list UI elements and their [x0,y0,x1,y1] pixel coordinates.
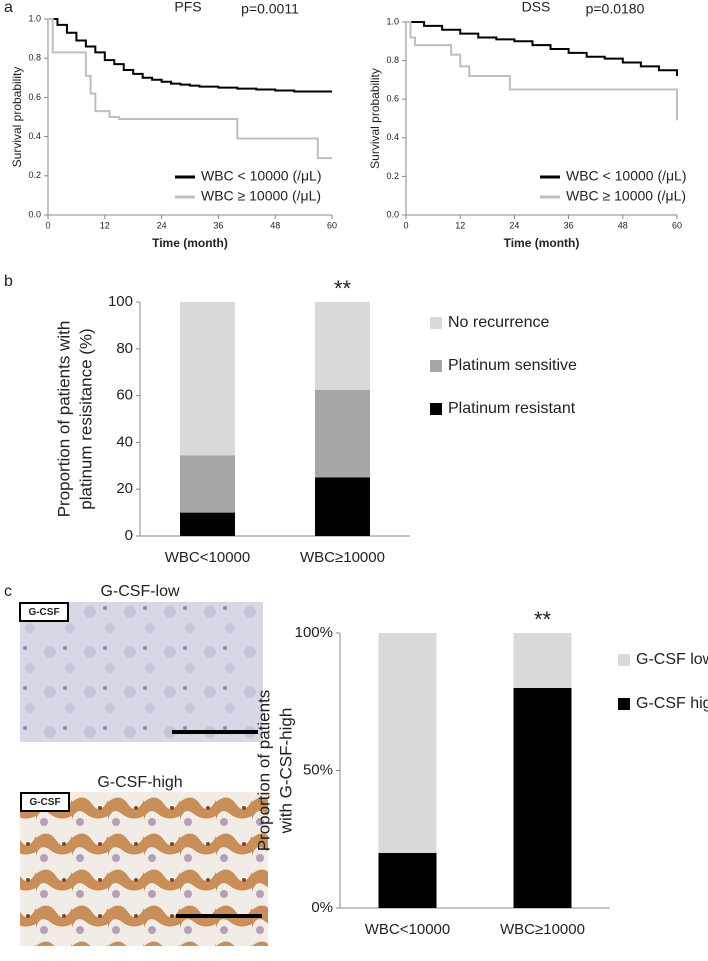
y-tick-label: 20 [116,480,133,497]
y-tick-label: 0.4 [386,132,399,142]
y-tick-label: 50% [303,761,333,778]
micrograph [20,602,263,742]
image-tag: G-CSF [29,797,60,808]
y-tick-label: 0 [125,527,133,544]
y-tick-label: 1.0 [28,13,41,23]
x-tick-label: 60 [327,220,337,230]
p-value: p=0.0180 [586,1,645,17]
legend-swatch [430,403,442,415]
bar-segment [180,512,235,536]
y-axis-label: with G-CSF-high [276,708,295,835]
legend-label: Platinum resistant [448,400,576,417]
x-tick-label: 36 [213,220,223,230]
y-tick-label: 100% [295,624,333,641]
legend-swatch [618,654,630,666]
y-tick-label: 0.0 [28,209,41,219]
y-tick-label: 0.6 [386,94,399,104]
y-tick-label: 0.8 [28,53,41,63]
survival-curve [406,21,678,121]
x-tick-label: WBC<10000 [365,921,450,938]
y-axis-label: Survival probability [10,67,24,168]
p-value: p=0.0011 [241,1,299,17]
panel-letter: b [4,273,13,290]
legend-label: No recurrence [448,314,549,331]
legend-label: WBC < 10000 (/μL) [566,168,687,184]
bar-segment [315,302,370,390]
legend-swatch [430,360,442,372]
x-tick-label: 12 [455,220,465,230]
y-tick-label: 100 [108,293,133,310]
legend-label: G-CSF high [636,695,708,712]
bar-segment [378,853,437,908]
survival-curve [48,18,332,160]
y-tick-label: 0.4 [28,131,41,141]
y-tick-label: 0.2 [28,170,41,180]
image-title: G-CSF-high [97,774,182,791]
legend-swatch [430,317,442,329]
significance: ** [534,607,552,632]
bar-segment [180,302,235,456]
y-tick-label: 80 [116,340,133,357]
micrograph [20,792,268,946]
y-tick-label: 0.2 [386,171,399,181]
y-axis-label: Proportion of patients [254,690,273,852]
legend-label: G-CSF low [636,651,708,668]
survival-curve [48,18,332,93]
image-title: G-CSF-low [100,583,180,600]
x-tick-label: 24 [157,220,167,230]
tag-box [19,602,69,622]
bar-segment [315,477,370,536]
x-tick-label: 48 [270,220,280,230]
panel-letter: a [4,0,13,16]
x-tick-label: 60 [672,220,682,230]
legend-swatch [618,698,630,710]
chart-title: PFS [174,0,201,15]
x-axis-label: Time (month) [152,236,228,250]
y-tick-label: 1.0 [386,16,399,26]
x-tick-label: 12 [100,220,110,230]
legend-label: Platinum sensitive [448,357,577,374]
bar-segment [315,389,370,478]
chart-title: DSS [522,0,551,15]
image-tag: G-CSF [28,607,59,618]
tag-box [20,792,70,812]
bar-segment [513,688,572,908]
legend-label: WBC < 10000 (/μL) [201,168,322,184]
bar-segment [180,455,235,513]
y-axis-label: platinum resisitance (%) [76,328,95,509]
survival-curve [406,21,678,77]
bar-segment [378,633,437,853]
y-tick-label: 0% [311,899,333,916]
bar-segment [513,633,572,688]
x-tick-label: 0 [403,220,408,230]
y-tick-label: 0.8 [386,55,399,65]
x-axis-label: Time (month) [504,236,580,250]
x-tick-label: WBC≥10000 [500,921,585,938]
legend-label: WBC ≥ 10000 (/μL) [566,188,686,204]
legend-label: WBC ≥ 10000 (/μL) [201,188,321,204]
x-tick-label: WBC≥10000 [300,549,385,566]
y-tick-label: 60 [116,387,133,404]
y-tick-label: 0.6 [28,92,41,102]
x-tick-label: WBC<10000 [165,549,250,566]
x-tick-label: 24 [509,220,519,230]
x-tick-label: 0 [45,220,50,230]
y-tick-label: 40 [116,433,133,450]
significance: ** [334,276,352,301]
panel-letter: c [4,583,12,600]
y-axis-label: Proportion of patients with [54,321,73,518]
x-tick-label: 48 [618,220,628,230]
y-axis-label: Survival probability [368,68,382,169]
x-tick-label: 36 [564,220,574,230]
y-tick-label: 0.0 [386,209,399,219]
